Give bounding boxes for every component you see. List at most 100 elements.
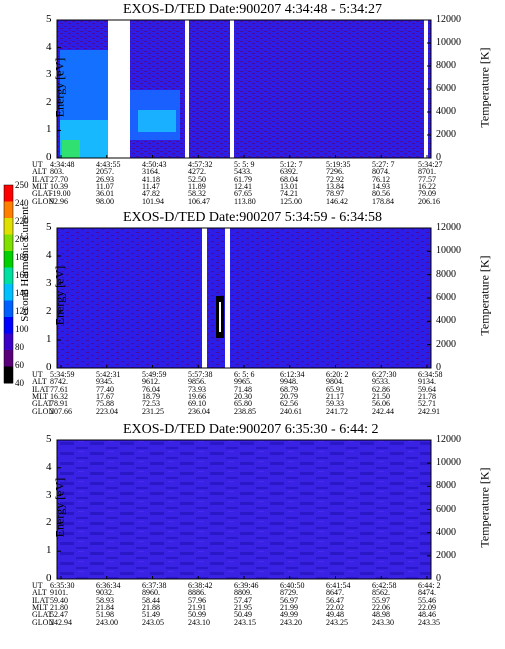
panel-2-table-cell: 207.66 <box>50 406 72 416</box>
panel-1-energy-tick: 3 <box>46 68 52 81</box>
panel-1-table-cell: 11.89 <box>188 181 206 191</box>
panel-1-table-cell: 4:34:48 <box>50 160 75 169</box>
panel-3-energy-tick: 2 <box>46 516 52 529</box>
panel-1-flux-bright <box>138 110 176 132</box>
panel-2-title: EXOS-D/TED Date:900207 5:34:59 - 6:34:58 <box>123 210 382 225</box>
panel-1-table-cell: 4:57:32 <box>188 160 213 169</box>
panel-3-table-cell: 21.80 <box>50 602 68 612</box>
panel-2-energy-tick: 5 <box>46 221 52 233</box>
colorbar-frame <box>3 184 14 384</box>
panel-2-energy-tick: 4 <box>46 249 52 261</box>
panel-1-temperature-tick: 6000 <box>436 83 456 94</box>
panel-3-table-cell: 8562. <box>372 588 390 598</box>
panel-3-temperature-tick: 2000 <box>436 549 456 561</box>
panel-1-temperature-tick: 10000 <box>436 37 461 48</box>
panel-2-temperature-tick: 2000 <box>436 338 456 350</box>
panel-2-temperature-tick: 6000 <box>436 292 456 303</box>
panel-1-table-cell: 27.70 <box>50 174 68 184</box>
panel-2-table-cell: 21.78 <box>418 391 436 401</box>
panel-2-row-label: ILAT <box>32 384 50 394</box>
panel-2-table-cell: 52.71 <box>418 399 436 409</box>
panel-3-table-cell: 56.97 <box>280 595 298 605</box>
colorbar-tick: 140 <box>15 288 29 298</box>
panel-3-table-cell: 6:41:54 <box>326 581 351 590</box>
panel-2-table-cell: 20.79 <box>280 391 298 401</box>
panel-1-energy-tick: 0 <box>46 151 52 163</box>
panel-2-table-cell: 236.04 <box>188 406 210 416</box>
panel-1-table-cell: 98.00 <box>96 196 114 206</box>
panel-3-temperature-tick: 4000 <box>436 526 456 538</box>
panel-2-table-cell: 77.40 <box>96 384 114 394</box>
panel-3-table-cell: 22.09 <box>418 602 436 612</box>
panel-2-table-cell: 9345. <box>96 377 114 387</box>
panel-3-table-cell: 50.49 <box>234 610 252 620</box>
panel-3-table-cell: 243.00 <box>96 617 118 627</box>
panel-1-row-label: ILAT <box>32 174 50 184</box>
panel-1-table-cell: 92.96 <box>50 196 68 206</box>
panel-3-row-label: GLON <box>32 617 55 627</box>
panel-3-table-cell: 21.88 <box>142 602 160 612</box>
colorbar-segment <box>4 267 13 285</box>
panel-1-table-cell: 13.01 <box>280 181 298 191</box>
panel-3-temperature-tick: 0 <box>436 573 441 584</box>
panel-1-table-cell: 12.41 <box>234 181 252 191</box>
panel-2-gap-2 <box>225 228 230 368</box>
panel-3-table-cell: 58.93 <box>96 595 114 605</box>
panel-2-table-cell: 8742. <box>50 377 68 387</box>
panel-3-energy-tick: 0 <box>46 572 52 584</box>
panel-3-table-cell: 243.15 <box>234 617 256 627</box>
panel-3-table-cell: 243.35 <box>418 617 440 627</box>
panel-2-table-cell: 16.32 <box>50 391 68 401</box>
colorbar-segment <box>4 234 13 252</box>
panel-1-table-cell: 13.84 <box>326 181 344 191</box>
panel-2-table-cell: 21.50 <box>372 391 390 401</box>
colorbar-tick: 160 <box>15 270 29 280</box>
panel-2-table-cell: 71.48 <box>234 384 252 394</box>
panel-2-table-cell: 6:12:34 <box>280 370 305 379</box>
panel-3-table-cell: 57.47 <box>234 595 252 605</box>
panel-3-table-cell: 8729. <box>280 588 298 598</box>
panel-1-temperature-tick: 12000 <box>436 14 461 25</box>
panel-3-energy-tick: 5 <box>46 433 52 445</box>
panel-1-data-gap <box>108 20 130 158</box>
panel-1-row-label: MLT <box>32 181 49 191</box>
panel-3-table-cell: 9101. <box>50 588 68 598</box>
panel-1-row-label: UT <box>32 160 43 169</box>
panel-1-temperature-tick: 0 <box>436 152 441 163</box>
panel-1-table-cell: 52.50 <box>188 174 206 184</box>
panel-1-table-cell: 79.09 <box>418 189 436 199</box>
panel-3-table-cell: 6:36:34 <box>96 581 121 590</box>
panel-3-table-cell: 21.84 <box>96 602 114 612</box>
panel-1-table-cell: 6392. <box>280 167 298 177</box>
panel-3-table-cell: 242.94 <box>50 617 72 627</box>
panel-2-table-cell: 238.85 <box>234 406 256 416</box>
panel-1-table-cell: 58.32 <box>188 189 206 199</box>
panel-2-row-label: UT <box>32 370 43 379</box>
panel-2-table-cell: 9134. <box>418 377 436 387</box>
panel-1-table-cell: 146.42 <box>326 196 348 206</box>
panel-3-table-cell: 8474. <box>418 588 436 598</box>
panel-2-table-cell: 20.30 <box>234 391 252 401</box>
panel-1-table-cell: 101.94 <box>142 196 164 206</box>
panel-2-table-cell: 69.10 <box>188 399 206 409</box>
panel-1-table-cell: 8074. <box>372 167 390 177</box>
panel-3-table-cell: 55.97 <box>372 595 390 605</box>
panel-2-table-cell: 6:27:30 <box>372 370 397 379</box>
panel-2-temperature-tick: 0 <box>436 362 441 373</box>
panel-3-table-cell: 56.47 <box>326 595 344 605</box>
panel-1-table-cell: 3164. <box>142 167 160 177</box>
colorbar-segment <box>4 201 13 219</box>
panel-3-row-label: ILAT <box>32 595 50 605</box>
colorbar-segment <box>4 185 13 202</box>
panel-1-table-cell: -19.00 <box>50 189 71 199</box>
panel-2-table-cell: 56.06 <box>372 399 390 409</box>
panel-3-energy-tick: 4 <box>46 460 52 473</box>
panel-3-table-cell: 22.06 <box>372 602 390 612</box>
panel-1-table-cell: 36.01 <box>96 189 114 199</box>
panel-2-table-cell: 5:42:31 <box>96 370 121 379</box>
panel-3-row-label: GLAT <box>32 610 53 620</box>
colorbar-tick: 240 <box>15 198 29 208</box>
panel-3-energy-tick: 1 <box>46 544 52 557</box>
panel-3-table-cell: 6:42:58 <box>372 581 397 590</box>
